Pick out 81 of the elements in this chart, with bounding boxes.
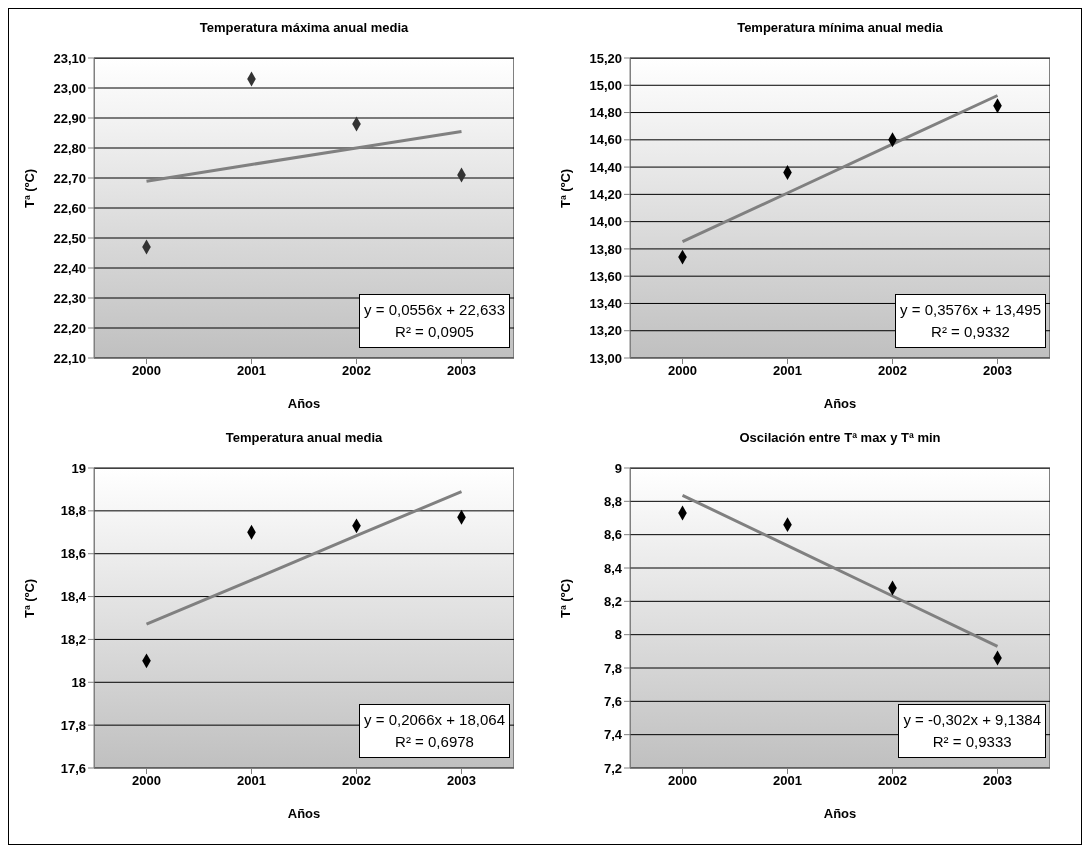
y-tick-label: 8 [614, 627, 622, 643]
y-tick-label: 13,80 [589, 241, 622, 257]
y-tick-label: 22,60 [53, 200, 86, 216]
x-axis-title: Años [287, 396, 321, 411]
y-tick-label: 8,2 [603, 593, 622, 609]
y-tick-label: 22,30 [53, 290, 86, 306]
x-tick-label: 2003 [447, 363, 476, 379]
y-tick-label: 7,8 [603, 660, 622, 676]
x-tick-label: 2000 [668, 773, 697, 789]
y-tick-label: 22,50 [53, 230, 86, 246]
x-tick-label: 2001 [237, 363, 266, 379]
y-tick-label: 13,60 [589, 268, 622, 284]
y-tick-label: 13,20 [589, 323, 622, 339]
annotation: R² = 0,6978 [394, 732, 475, 752]
x-axis-title: Años [823, 396, 857, 411]
y-tick-label: 13,40 [589, 296, 622, 312]
x-tick-label: 2001 [237, 773, 266, 789]
y-tick-label: 22,20 [53, 320, 86, 336]
line-series [681, 493, 999, 648]
y-tick-label: 18 [71, 674, 86, 690]
y-tick-label: 22,10 [53, 350, 86, 366]
y-tick-label: 23,00 [53, 80, 86, 96]
x-axis-title: Años [287, 806, 321, 821]
x-tick-label: 2000 [132, 363, 161, 379]
annotation: R² = 0,9332 [930, 322, 1011, 342]
y-tick-label: 19 [71, 460, 86, 476]
x-tick-label: 2002 [878, 773, 907, 789]
x-tick-label: 2003 [447, 773, 476, 789]
y-tick-label: 22,90 [53, 110, 86, 126]
y-tick-label: 9 [614, 460, 622, 476]
chart-title: Temperatura mínima anual media [736, 19, 944, 37]
y-tick-label: 15,00 [589, 77, 622, 93]
y-tick-label: 18,2 [60, 632, 86, 648]
y-axis-title: Tª (ºC) [21, 168, 37, 208]
y-tick-label: 14,00 [589, 214, 622, 230]
y-tick-label: 7,2 [603, 760, 622, 776]
y-tick-label: 8,8 [603, 493, 622, 509]
annotation: R² = 0,0905 [394, 322, 475, 342]
x-tick-label: 2001 [773, 773, 802, 789]
y-tick-label: 18,6 [60, 546, 86, 562]
line-series [145, 130, 463, 183]
x-tick-label: 2003 [983, 363, 1012, 379]
y-tick-label: 8,6 [603, 527, 622, 543]
y-tick-label: 22,40 [53, 260, 86, 276]
y-tick-label: 14,20 [589, 186, 622, 202]
x-tick-label: 2002 [878, 363, 907, 379]
x-tick-label: 2002 [342, 363, 371, 379]
x-tick-label: 2000 [132, 773, 161, 789]
y-axis-title: Tª (ºC) [557, 168, 573, 208]
chart-title: Temperatura anual media [224, 429, 384, 447]
y-tick-label: 15,20 [589, 50, 622, 66]
y-tick-label: 22,70 [53, 170, 86, 186]
y-tick-label: 17,6 [60, 760, 86, 776]
y-axis-title: Tª (ºC) [21, 578, 37, 618]
y-tick-label: 14,40 [589, 159, 622, 175]
y-tick-label: 14,80 [589, 105, 622, 121]
y-tick-label: 23,10 [53, 50, 86, 66]
x-axis-title: Años [823, 806, 857, 821]
x-tick-label: 2003 [983, 773, 1012, 789]
y-tick-label: 7,6 [603, 693, 622, 709]
annotation: y = -0,302x + 9,1384 [903, 710, 1041, 730]
chart-title: Oscilación entre Tª max y Tª min [738, 429, 942, 447]
annotation: y = 0,3576x + 13,495 [900, 300, 1041, 320]
y-tick-label: 18,4 [60, 589, 87, 605]
line-series [145, 490, 463, 626]
y-tick-label: 7,4 [603, 727, 623, 743]
annotation: y = 0,2066x + 18,064 [364, 710, 505, 730]
y-tick-label: 14,60 [589, 132, 622, 148]
y-axis-title: Tª (ºC) [557, 578, 573, 618]
annotation: y = 0,0556x + 22,633 [364, 300, 505, 320]
x-tick-label: 2000 [668, 363, 697, 379]
annotation: R² = 0,9333 [931, 732, 1013, 752]
x-tick-label: 2002 [342, 773, 371, 789]
y-tick-label: 17,8 [60, 717, 86, 733]
y-tick-label: 13,00 [589, 350, 622, 366]
chart-title: Temperatura máxima anual media [198, 19, 410, 37]
x-tick-label: 2001 [773, 363, 802, 379]
y-tick-label: 22,80 [53, 140, 86, 156]
y-tick-label: 18,8 [60, 503, 86, 519]
line-series [681, 94, 999, 244]
y-tick-label: 8,4 [603, 560, 623, 576]
